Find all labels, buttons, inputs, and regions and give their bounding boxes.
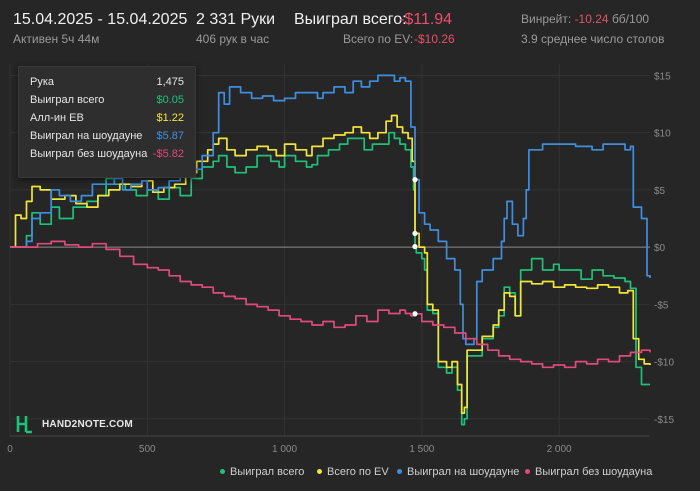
legend-item-ev[interactable]: Всего по EV xyxy=(317,466,389,478)
hand2note-logo-text: HAND2NOTE.COM xyxy=(42,419,133,430)
tooltip-nsd-label: Выиграл без шоудауна xyxy=(30,148,148,160)
tooltip-hand-label: Рука xyxy=(30,76,55,88)
y-tick-label: -$5 xyxy=(654,300,669,311)
hover-point-marker xyxy=(412,230,418,237)
x-tick-label: 500 xyxy=(139,444,156,455)
won-total-label: Выиграл всего: xyxy=(294,11,407,28)
x-tick-label: 1 500 xyxy=(409,444,434,455)
legend-item-won-total[interactable]: Выиграл всего xyxy=(220,466,304,478)
tooltip-allin-label: Алл-ин EB xyxy=(30,112,84,124)
x-tick-label: 2 000 xyxy=(547,444,572,455)
tooltip-sd-row: Выиграл на шоудауне $5.87 xyxy=(30,130,184,146)
tooltip-sd-label: Выиграл на шоудауне xyxy=(30,130,143,142)
ev-total-value: -$10.26 xyxy=(414,32,455,46)
legend-dot-icon xyxy=(525,468,530,474)
legend-label: Выиграл без шоудауна xyxy=(535,466,653,478)
winrate-label: Винрейт: xyxy=(521,12,572,26)
tooltip-sd-value: $5.87 xyxy=(156,130,184,142)
legend-dot-icon xyxy=(317,468,322,474)
winrate: Винрейт: -10.24 бб/100 xyxy=(521,12,649,26)
hands-per-hour: 406 рук в час xyxy=(196,32,270,46)
winrate-unit: бб/100 xyxy=(611,12,650,26)
tooltip-nsd-row: Выиграл без шоудауна -$5.82 xyxy=(30,148,184,164)
date-range[interactable]: 15.04.2025 - 15.04.2025 xyxy=(13,11,188,28)
hover-point-marker xyxy=(412,311,418,317)
y-tick-label: -$10 xyxy=(654,358,674,369)
tooltip-hand-row: Рука 1,475 xyxy=(30,76,184,92)
results-chart[interactable]: 0 500 1 000 1 500 2 000 $15 $10 $5 $0 -$5 -$10 -$15 xyxy=(0,56,700,466)
hand2note-logo-icon xyxy=(16,416,32,434)
legend-dot-icon xyxy=(220,468,225,474)
won-total-value: -$11.94 xyxy=(399,11,453,28)
tooltip-allin-row: Алл-ин EB $1.22 xyxy=(30,112,184,128)
legend-item-showdown[interactable]: Выиграл на шоудауне xyxy=(397,466,519,478)
series-line xyxy=(10,240,651,369)
tooltip-nsd-value: -$5.82 xyxy=(152,148,184,160)
winrate-value: -10.24 xyxy=(574,12,609,26)
series-line xyxy=(10,74,651,346)
tooltip-allin-value: $1.22 xyxy=(156,112,184,124)
x-tick-label: 0 xyxy=(7,444,13,455)
legend-label: Всего по EV xyxy=(327,466,389,478)
x-tick-label: 1 000 xyxy=(272,444,297,455)
chart-legend: Выиграл всего Всего по EV Выиграл на шоу… xyxy=(210,466,690,482)
tooltip-won-value: $0.05 xyxy=(156,94,184,106)
y-tick-label: $5 xyxy=(654,186,666,197)
ev-total-label: Всего по EV: xyxy=(343,32,414,46)
y-tick-label: $10 xyxy=(654,129,671,140)
y-tick-label: $0 xyxy=(654,243,666,254)
tooltip-hand-value: 1,475 xyxy=(156,76,184,88)
y-tick-label: -$15 xyxy=(654,415,674,426)
legend-dot-icon xyxy=(397,468,402,474)
legend-label: Выиграл на шоудауне xyxy=(407,466,520,478)
legend-item-non-showdown[interactable]: Выиграл без шоудауна xyxy=(525,466,652,478)
series-line xyxy=(10,114,651,414)
tooltip-won-row: Выиграл всего $0.05 xyxy=(30,94,184,110)
y-tick-label: $15 xyxy=(654,71,671,82)
hover-point-marker xyxy=(412,243,418,250)
stats-header: 15.04.2025 - 15.04.2025 Активен 5ч 44м 2… xyxy=(0,0,700,56)
tooltip-won-label: Выиграл всего xyxy=(30,94,105,106)
legend-label: Выиграл всего xyxy=(230,466,305,478)
hands-count: 2 331 Руки xyxy=(196,11,276,28)
active-time: Активен 5ч 44м xyxy=(13,32,100,46)
series-line xyxy=(10,131,650,426)
avg-tables: 3.9 среднее число столов xyxy=(521,32,665,46)
hover-point-marker xyxy=(412,177,418,183)
hover-tooltip: Рука 1,475 Выиграл всего $0.05 Алл-ин EB… xyxy=(18,66,196,178)
